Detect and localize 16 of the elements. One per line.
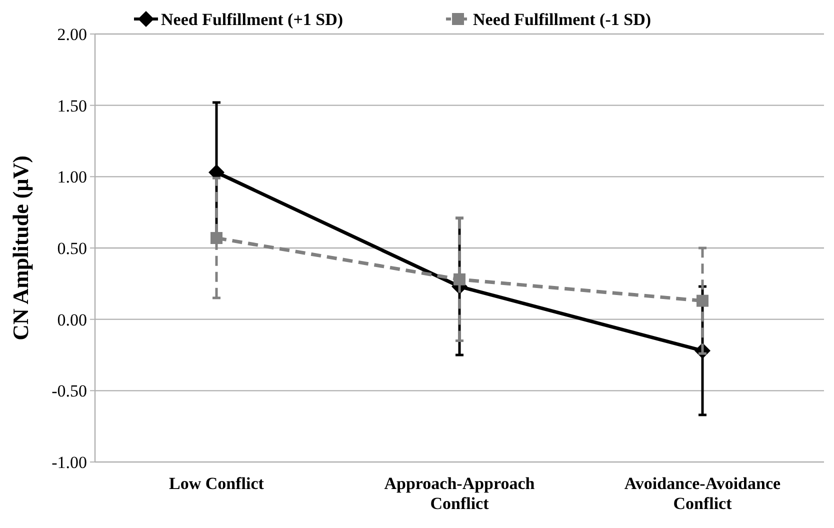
point (210, 232, 222, 244)
y-tick-label: 0.00 (57, 310, 87, 330)
point (696, 294, 708, 307)
y-axis-title: CN Amplitude (μV) (8, 156, 33, 340)
y-tick-label: 0.50 (57, 238, 87, 258)
y-tick-label: 1.00 (57, 168, 87, 187)
x-tick-label: Avoidance-Avoidance Conflict (624, 474, 782, 513)
y-tick-label: 1.50 (57, 96, 87, 116)
y-tick-label: -1.00 (52, 452, 87, 472)
point (454, 273, 466, 286)
x-tick-label: Approach-Approach Conflict (384, 474, 536, 513)
y-tick-label: -0.50 (52, 382, 87, 401)
legend-label: Need Fulfillment (-1 SD) (473, 10, 652, 29)
x-tick-label: Low Conflict (169, 474, 264, 493)
y-tick-label: 2.00 (57, 24, 87, 44)
legend-label: Need Fulfillment (+1 SD) (161, 10, 344, 29)
